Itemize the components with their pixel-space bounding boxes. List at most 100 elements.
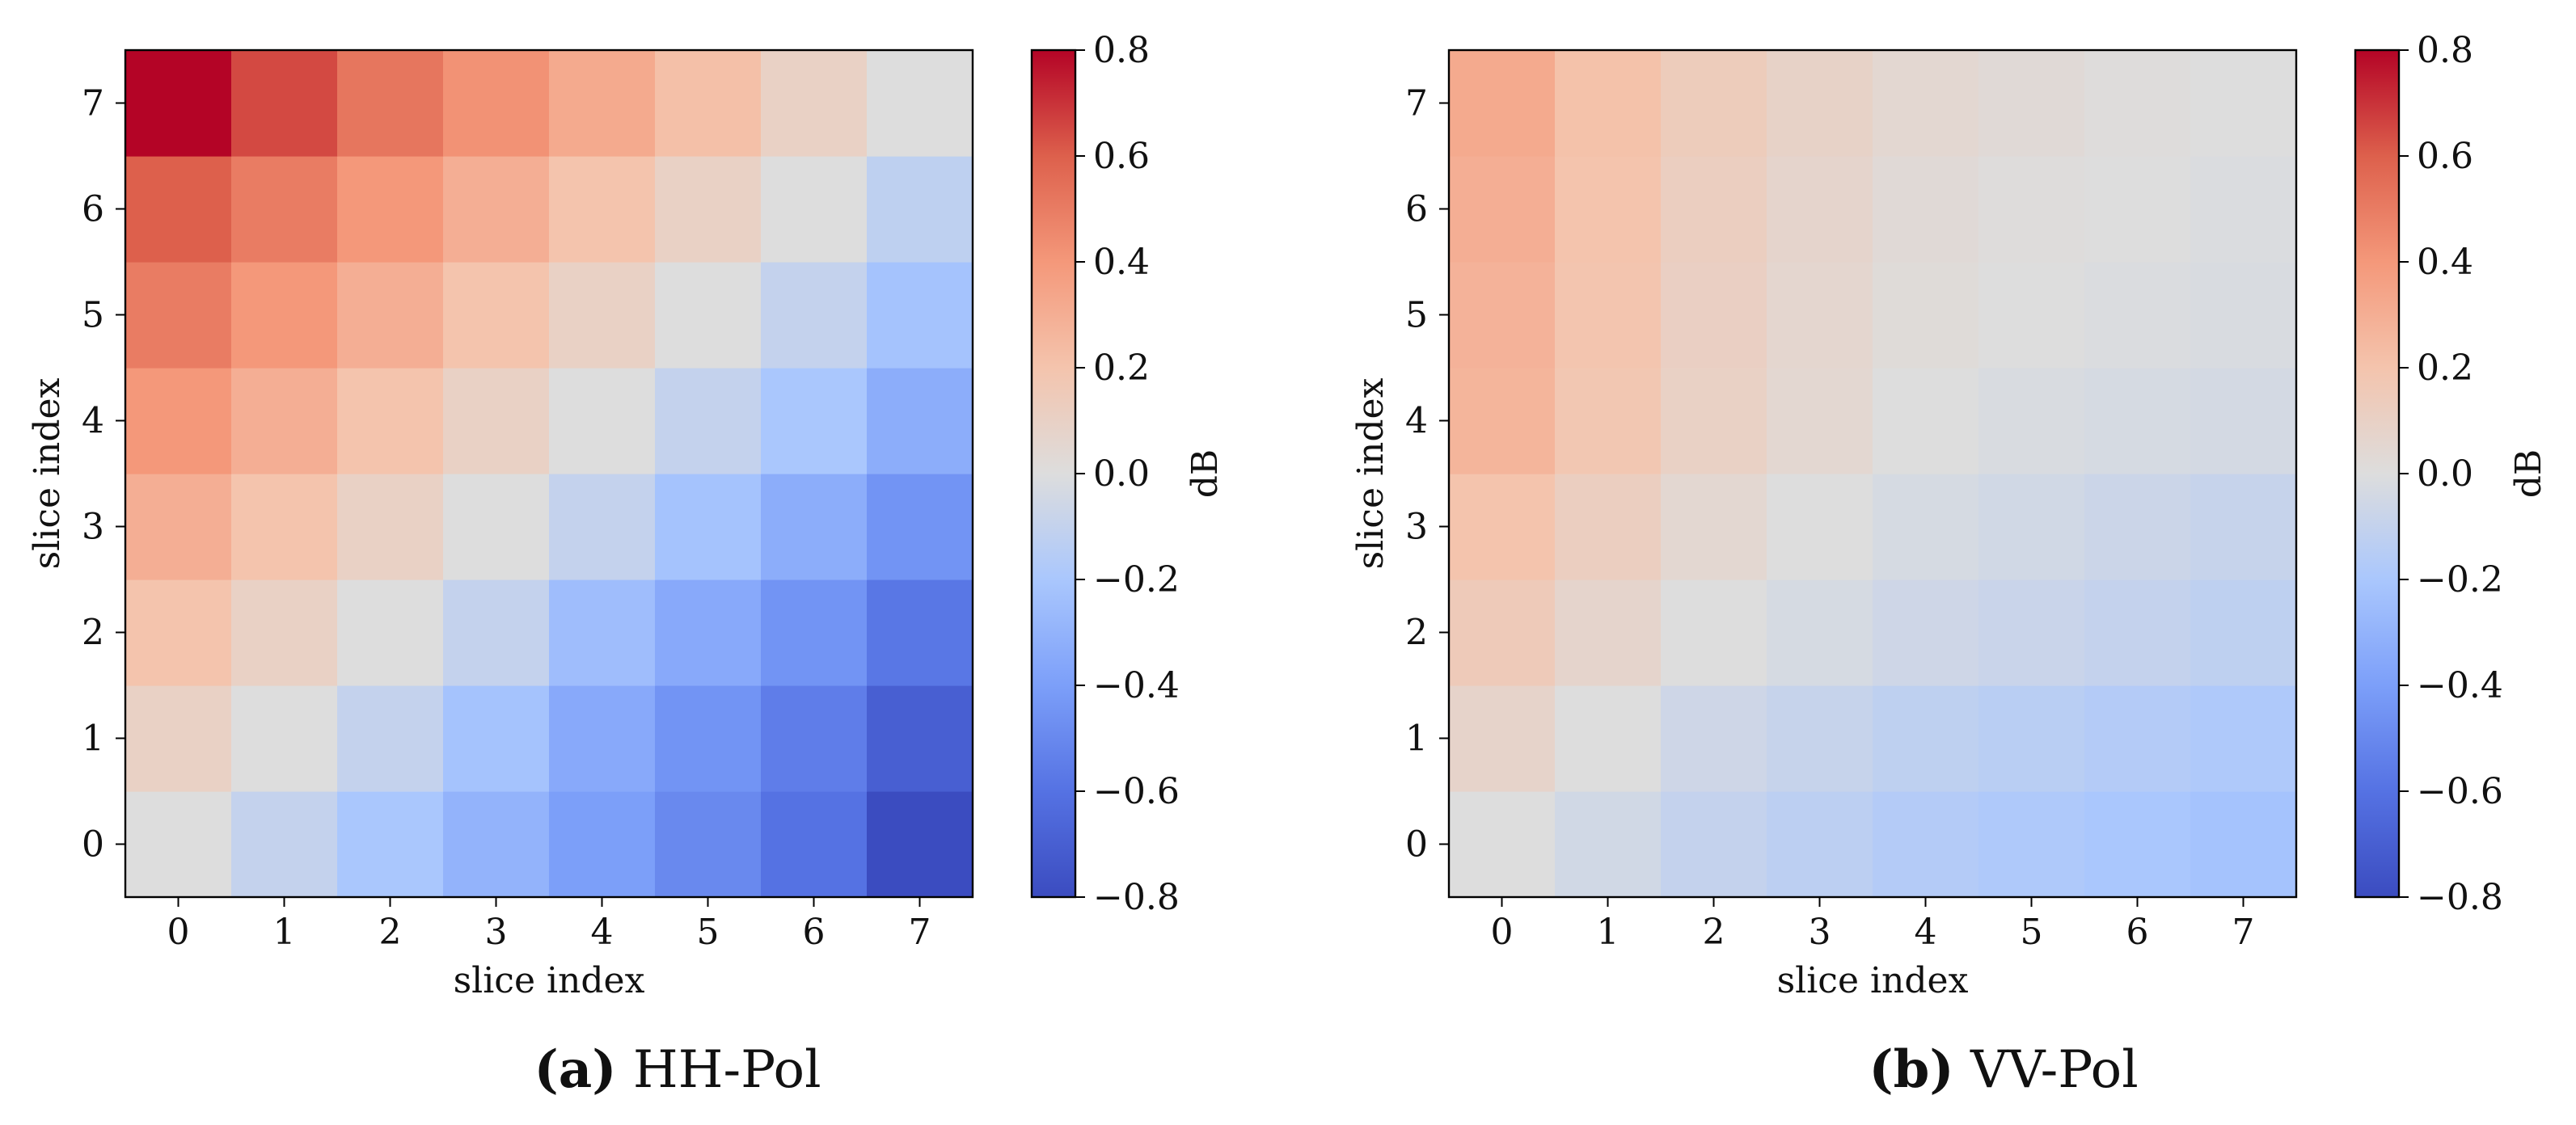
heatmap-cell-1-0: [231, 791, 338, 898]
heatmap-cell-1-6: [231, 156, 338, 263]
colorbar-label: dB: [2508, 449, 2549, 499]
heatmap-cell-2-7: [1661, 50, 1767, 157]
heatmap-cell-4-7: [549, 50, 656, 157]
heatmap-cell-5-5: [655, 262, 762, 369]
heatmap-cell-6-7: [761, 50, 868, 157]
heatmap-cell-3-1: [443, 685, 550, 792]
panel-caption: (b) VV-Pol: [1869, 1039, 2138, 1100]
heatmap-cell-3-3: [443, 474, 550, 580]
axes-frame: [1447, 48, 2298, 899]
heatmap-cell-2-3: [1661, 474, 1767, 580]
heatmap-cell-4-6: [549, 156, 656, 263]
x-tick-label: 3: [485, 912, 508, 953]
colorbar: [2354, 48, 2401, 899]
heatmap-cell-0-7: [1449, 50, 1556, 157]
y-axis-label: slice index: [27, 377, 68, 569]
colorbar-tick-label: −0.2: [2417, 559, 2503, 600]
heatmap-cell-2-2: [1661, 579, 1767, 686]
heatmap-cell-2-4: [1661, 368, 1767, 474]
heatmap-cell-5-5: [1978, 262, 2085, 369]
y-tick-label: 1: [82, 718, 104, 760]
heatmap-cell-1-2: [1555, 579, 1662, 686]
heatmap-cell-3-0: [1767, 791, 1873, 898]
x-tick-label: 6: [803, 912, 826, 953]
x-axis-label: slice index: [1777, 960, 1969, 1001]
heatmap-cell-5-4: [655, 368, 762, 474]
heatmap-cell-4-0: [549, 791, 656, 898]
heatmap-cell-1-2: [231, 579, 338, 686]
heatmap-cell-7-4: [2190, 368, 2297, 474]
heatmap-cell-5-3: [655, 474, 762, 580]
x-tick-label: 2: [1703, 912, 1725, 953]
heatmap-cell-0-1: [1449, 685, 1556, 792]
heatmap-cell-3-1: [1767, 685, 1873, 792]
colorbar-tick-label: 0.6: [1093, 136, 1150, 177]
colorbar: [1030, 48, 1077, 899]
x-tick-label: 1: [1597, 912, 1620, 953]
colorbar-tick-label: 0.8: [2417, 30, 2473, 71]
heatmap-cell-6-5: [2084, 262, 2191, 369]
heatmap-cell-4-4: [549, 368, 656, 474]
heatmap-cell-4-0: [1873, 791, 1979, 898]
heatmap-cell-1-7: [1555, 50, 1662, 157]
heatmap-cell-6-4: [761, 368, 868, 474]
x-tick-label: 0: [167, 912, 190, 953]
colorbar-tick-label: 0.8: [1093, 30, 1150, 71]
heatmap-cell-7-3: [2190, 474, 2297, 580]
heatmap-cell-1-5: [231, 262, 338, 369]
heatmap-cell-5-4: [1978, 368, 2085, 474]
heatmap-cell-2-1: [337, 685, 444, 792]
heatmap-cell-0-2: [1449, 579, 1556, 686]
heatmap-cell-0-6: [125, 156, 232, 263]
heatmap-cell-0-5: [125, 262, 232, 369]
y-tick-label: 6: [82, 189, 104, 230]
heatmap-cell-2-5: [1661, 262, 1767, 369]
heatmap-cell-0-1: [125, 685, 232, 792]
x-axis-label: slice index: [454, 960, 645, 1001]
heatmap-cell-3-3: [1767, 474, 1873, 580]
colorbar-tick-label: −0.6: [2417, 771, 2503, 812]
heatmap-cell-1-3: [1555, 474, 1662, 580]
heatmap-cell-4-7: [1873, 50, 1979, 157]
heatmap-cell-3-7: [443, 50, 550, 157]
caption-letter: (a): [534, 1039, 616, 1100]
colorbar-tick-label: 0.4: [2417, 242, 2473, 283]
heatmap-cell-7-0: [867, 791, 973, 898]
y-tick-label: 0: [82, 824, 104, 866]
heatmap-cell-7-3: [867, 474, 973, 580]
heatmap-cell-1-6: [1555, 156, 1662, 263]
heatmap-cell-3-2: [443, 579, 550, 686]
heatmap-cell-4-5: [1873, 262, 1979, 369]
heatmap-cell-0-2: [125, 579, 232, 686]
heatmap-cell-2-0: [1661, 791, 1767, 898]
heatmap-cell-1-4: [1555, 368, 1662, 474]
heatmap-cell-6-4: [2084, 368, 2191, 474]
heatmap-cell-1-3: [231, 474, 338, 580]
colorbar-label: dB: [1185, 449, 1226, 499]
heatmap-cell-1-1: [1555, 685, 1662, 792]
heatmap-cell-6-2: [761, 579, 868, 686]
y-tick-label: 2: [1405, 613, 1428, 654]
heatmap-cell-2-7: [337, 50, 444, 157]
heatmap-cell-7-1: [867, 685, 973, 792]
heatmap-cell-5-2: [655, 579, 762, 686]
heatmap-cell-6-7: [2084, 50, 2191, 157]
colorbar-tick-label: 0.0: [1093, 453, 1150, 495]
y-axis-label: slice index: [1350, 377, 1391, 569]
heatmap-cell-3-5: [1767, 262, 1873, 369]
heatmap-cell-0-4: [1449, 368, 1556, 474]
heatmap-cell-3-0: [443, 791, 550, 898]
heatmap-cell-2-5: [337, 262, 444, 369]
heatmap-cell-0-7: [125, 50, 232, 157]
heatmap-panel-a: 0 1 2 3 4 5 6 7 0 1 2 3 4 5 6 7 slice index slice index 0.…: [27, 30, 1226, 1100]
x-tick-label: 5: [2021, 912, 2043, 953]
colorbar-tick-label: −0.8: [1093, 877, 1180, 918]
heatmap-cell-4-3: [549, 474, 656, 580]
heatmap-cell-4-3: [1873, 474, 1979, 580]
heatmap-cell-5-7: [1978, 50, 2085, 157]
heatmap-cell-1-1: [231, 685, 338, 792]
heatmap-cell-0-0: [125, 791, 232, 898]
heatmap-cell-3-7: [1767, 50, 1873, 157]
heatmap-cell-1-7: [231, 50, 338, 157]
